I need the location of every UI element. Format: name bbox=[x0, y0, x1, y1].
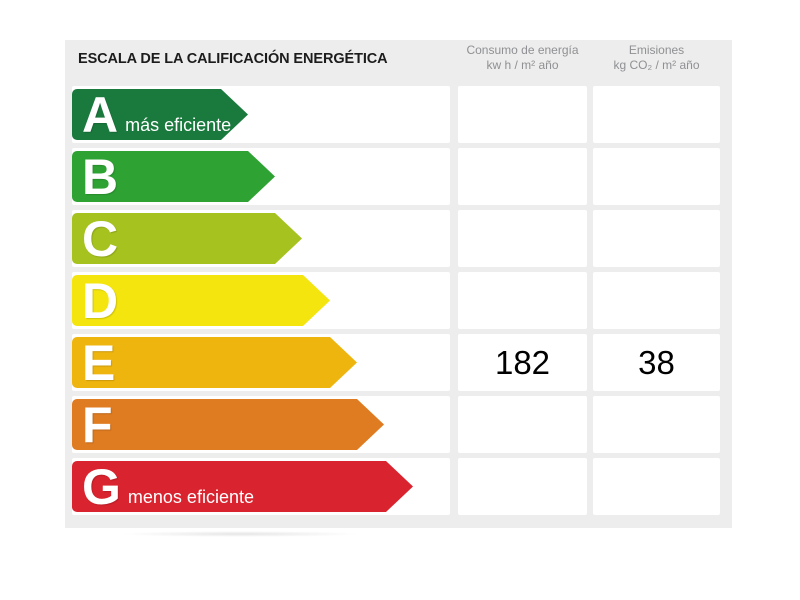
rating-letter: A bbox=[82, 87, 119, 143]
consumo-column-unit: kw h / m² año bbox=[486, 58, 559, 72]
rating-row-c: C bbox=[65, 210, 732, 267]
emisiones-value-cell bbox=[593, 272, 720, 329]
emisiones-column-unit: kg CO₂ / m² año bbox=[613, 58, 700, 72]
rating-letter: B bbox=[82, 149, 119, 205]
emisiones-value-cell: 38 bbox=[593, 334, 720, 391]
rating-arrow-a: A más eficiente bbox=[72, 89, 248, 140]
rating-row-g: G menos eficiente bbox=[65, 458, 732, 515]
emisiones-value-cell bbox=[593, 210, 720, 267]
emisiones-value-cell bbox=[593, 396, 720, 453]
emisiones-value-cell bbox=[593, 148, 720, 205]
emisiones-value-cell bbox=[593, 458, 720, 515]
consumo-value-cell bbox=[458, 210, 587, 267]
consumo-value-cell bbox=[458, 86, 587, 143]
rating-arrow-b: B bbox=[72, 151, 275, 202]
rating-arrow-f: F bbox=[72, 399, 384, 450]
rating-arrow-e: E bbox=[72, 337, 357, 388]
panel-shadow bbox=[120, 531, 360, 537]
rating-letter: C bbox=[82, 211, 119, 267]
rating-row-f: F bbox=[65, 396, 732, 453]
consumo-column-title: Consumo de energía bbox=[466, 43, 579, 57]
emisiones-value-cell bbox=[593, 86, 720, 143]
rating-row-a: A más eficiente bbox=[65, 86, 732, 143]
rating-letter: F bbox=[82, 397, 113, 453]
rating-letter: G bbox=[82, 459, 121, 515]
consumo-value-cell bbox=[458, 458, 587, 515]
rating-arrow-d: D bbox=[72, 275, 330, 326]
efficiency-label: más eficiente bbox=[125, 115, 232, 135]
consumo-value-cell: 182 bbox=[458, 334, 587, 391]
rating-row-b: B bbox=[65, 148, 732, 205]
energy-rating-panel: ESCALA DE LA CALIFICACIÓN ENERGÉTICA Con… bbox=[65, 40, 732, 528]
consumo-value-cell bbox=[458, 148, 587, 205]
rating-row-e: E 182 38 bbox=[65, 334, 732, 391]
consumo-column-header: Consumo de energía kw h / m² año bbox=[448, 43, 597, 73]
emisiones-column-title: Emisiones bbox=[628, 43, 685, 57]
rating-letter: E bbox=[82, 335, 116, 391]
rating-letter: D bbox=[82, 273, 119, 329]
rating-arrow-c: C bbox=[72, 213, 302, 264]
consumo-value-cell bbox=[458, 272, 587, 329]
rating-arrow-g: G menos eficiente bbox=[72, 461, 413, 512]
consumo-value-cell bbox=[458, 396, 587, 453]
rating-row-d: D bbox=[65, 272, 732, 329]
scale-title: ESCALA DE LA CALIFICACIÓN ENERGÉTICA bbox=[78, 51, 388, 67]
efficiency-label: menos eficiente bbox=[127, 487, 254, 507]
emisiones-column-header: Emisiones kg CO₂ / m² año bbox=[583, 43, 730, 73]
